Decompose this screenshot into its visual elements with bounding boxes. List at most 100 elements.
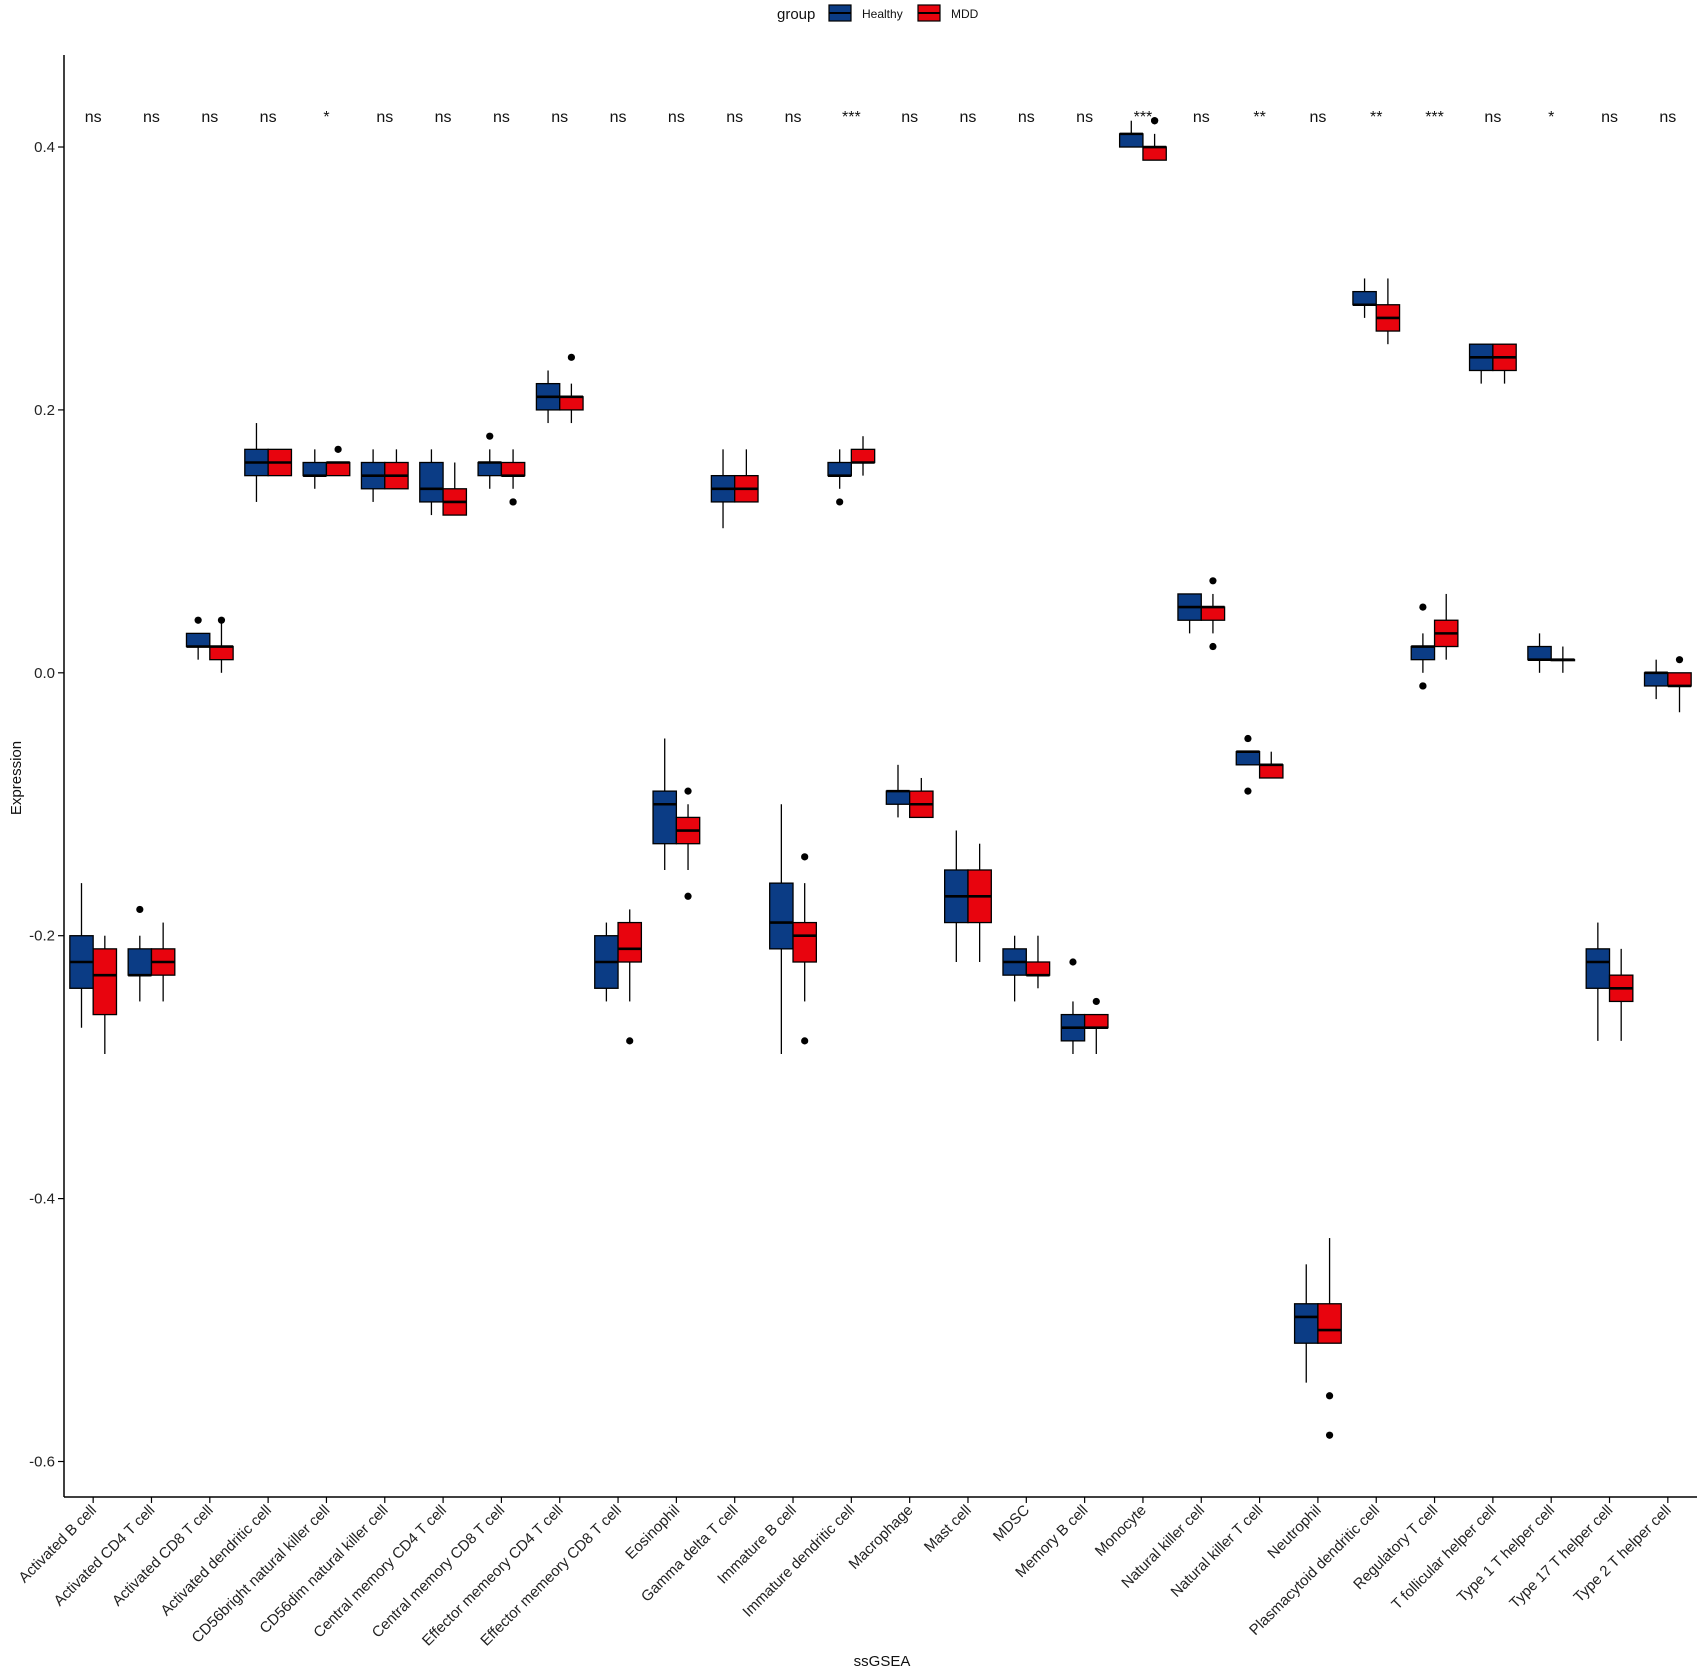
box-body (1293, 1303, 1319, 1344)
box-healthy (244, 423, 269, 502)
x-tick-label: Gamma delta T cell (638, 1502, 742, 1606)
outlier-point (1209, 642, 1217, 651)
x-tick-label: Activated CD4 T cell (51, 1502, 159, 1610)
box-body (1352, 290, 1377, 306)
significance-label: ns (1076, 109, 1093, 126)
box-healthy (1643, 659, 1669, 700)
outlier-point (334, 445, 342, 453)
box-healthy (69, 883, 94, 1028)
outlier-point (486, 432, 494, 440)
significance-label: ns (901, 109, 918, 126)
legend: group Healthy MDD (777, 4, 979, 23)
significance-label: ns (551, 109, 568, 126)
significance-labels: ns ns ns ns * ns ns ns ns ns ns ns ns *** ns ns ns ns *** n… (85, 109, 1677, 126)
box-mdd (267, 448, 293, 477)
box-mdd (150, 922, 176, 1002)
outlier-point (1325, 1392, 1334, 1400)
box-body (1200, 606, 1226, 621)
legend-title: group (777, 6, 815, 23)
significance-label: ns (1659, 109, 1676, 126)
box-body (1142, 146, 1167, 161)
box-body (500, 461, 526, 477)
box-body (850, 448, 876, 464)
y-tick-label: -0.4 (29, 1191, 55, 1208)
box-healthy (419, 449, 444, 516)
box-healthy (360, 449, 386, 502)
outlier-point (217, 616, 226, 624)
box-healthy (1235, 734, 1261, 795)
outlier-point (1151, 117, 1159, 125)
significance-label: *** (842, 109, 861, 126)
outlier-point (509, 498, 517, 506)
significance-label: ns (493, 109, 510, 126)
box-healthy (185, 616, 211, 660)
y-tick-label: 0.0 (34, 665, 55, 682)
box-body (1083, 1013, 1109, 1029)
box-mdd (442, 462, 468, 516)
box-body (1527, 645, 1552, 661)
box-mdd (500, 449, 526, 506)
box-body (1235, 751, 1261, 766)
x-tick-label: Neutrophil (1264, 1502, 1324, 1562)
significance-label: ns (1193, 109, 1210, 126)
box-body (419, 461, 444, 503)
box-body (127, 948, 153, 976)
outlier-point (801, 1037, 809, 1045)
significance-label: ns (785, 109, 802, 126)
outlier-point (1069, 958, 1077, 966)
box-mdd (384, 449, 409, 490)
significance-label: ns (1309, 109, 1326, 126)
significance-label: * (323, 109, 329, 126)
outlier-point (684, 892, 692, 900)
outlier-point (136, 905, 144, 914)
box-body (302, 461, 328, 477)
significance-label: ns (668, 109, 685, 126)
box-healthy (827, 449, 852, 506)
x-tick-label: Monocyte (1092, 1502, 1150, 1560)
boxes (69, 117, 1692, 1439)
x-tick-label: T follicular helper cell (1388, 1502, 1499, 1613)
significance-label: ns (1484, 109, 1501, 126)
significance-label: ns (1018, 109, 1035, 126)
box-mdd (734, 449, 759, 503)
box-mdd (92, 935, 118, 1055)
box-body (769, 882, 794, 950)
significance-label: ns (201, 109, 218, 126)
box-healthy (1002, 935, 1027, 1002)
outlier-point (1244, 787, 1252, 795)
box-mdd (1200, 577, 1226, 651)
y-axis-title: Expression (8, 741, 25, 815)
box-mdd (1492, 343, 1517, 384)
outlier-point (1325, 1431, 1334, 1439)
x-tick-label: Type 2 T helper cell (1570, 1502, 1674, 1606)
significance-label: ns (376, 109, 393, 126)
box-mdd (1375, 278, 1401, 345)
x-tick-label: Immature dendritic cell (739, 1502, 858, 1621)
box-mdd (967, 843, 992, 963)
significance-label: ns (435, 109, 452, 126)
box-body (92, 948, 118, 1016)
box-mdd (1433, 593, 1459, 660)
legend-label-mdd: MDD (951, 7, 979, 21)
box-mdd (1083, 997, 1109, 1055)
box-body (1410, 645, 1436, 661)
box-mdd (1608, 948, 1634, 1041)
box-healthy (1585, 922, 1611, 1041)
x-tick-label: Type 1 T helper cell (1454, 1502, 1558, 1606)
box-mdd (325, 445, 351, 477)
box-body (1317, 1303, 1342, 1344)
box-healthy (1352, 278, 1377, 318)
box-mdd (209, 616, 234, 673)
box-mdd (617, 909, 643, 1045)
box-body (1585, 948, 1611, 989)
box-healthy (1527, 633, 1552, 673)
box-mdd (1550, 646, 1576, 673)
box-body (1118, 133, 1144, 148)
outlier-point (1092, 997, 1100, 1006)
significance-label: ns (260, 109, 277, 126)
significance-label: * (1548, 109, 1554, 126)
box-healthy (1410, 603, 1436, 690)
box-healthy (594, 922, 619, 1002)
box-healthy (885, 764, 911, 818)
y-tick-label: 0.4 (34, 139, 55, 156)
